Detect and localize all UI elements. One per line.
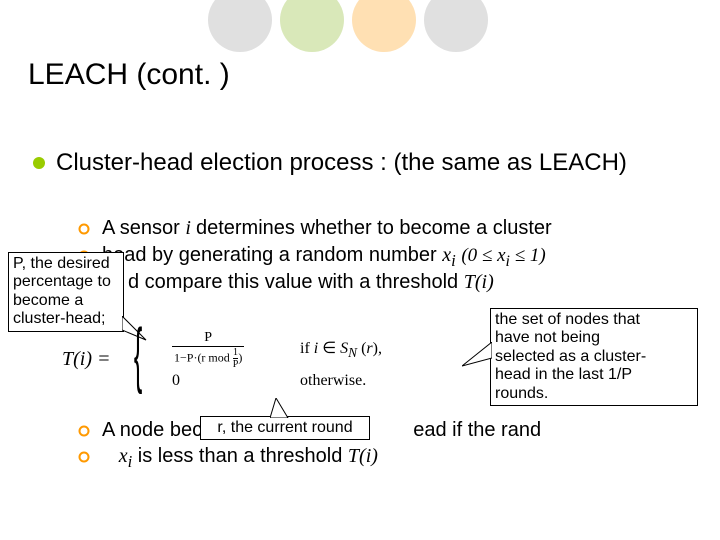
text-seg: ead if the rand: [413, 419, 541, 441]
main-bullet-row: Cluster-head election process : (the sam…: [32, 148, 696, 178]
decor-circle: [208, 0, 272, 52]
text-seg: A node bec: [102, 419, 202, 441]
math-var-xi: xi: [119, 445, 133, 467]
formula-lhs: T(i) =: [62, 348, 111, 371]
sub-bullet-4: xi is less than a threshold T(i): [78, 444, 682, 473]
text-seg: is less than a threshold: [138, 445, 348, 467]
sub-bullet-2: head by generating a random number xi (0…: [78, 243, 682, 272]
formula-zero: 0: [172, 372, 180, 390]
decor-circle: [352, 0, 416, 52]
page-title: LEACH (cont. ): [28, 58, 230, 92]
math-var-ti: T(i): [348, 445, 378, 467]
text-seg: d compare this value with a threshold: [128, 271, 464, 293]
sub-text-3: d compare this value with a threshold T(…: [128, 270, 494, 295]
sub-bullet-3: A node bec xxxxxxxxxxxxxxxxxxxx ead if t…: [78, 418, 682, 443]
math-range: (0 ≤ xi ≤ 1): [461, 245, 545, 266]
formula-num: P: [172, 330, 244, 347]
callout-text: the set of nodes thathave not beingselec…: [495, 311, 646, 402]
text-seg: A sensor: [102, 217, 185, 239]
main-bullet-text: Cluster-head election process : (the sam…: [56, 148, 696, 178]
sub-text-1: A sensor i determines whether to become …: [102, 216, 682, 241]
bullet-open-icon: [78, 222, 90, 234]
callout-text: P, the desiredpercentage tobecome aclust…: [13, 255, 111, 327]
sub-text-bottom1: A node bec xxxxxxxxxxxxxxxxxxxx ead if t…: [102, 418, 682, 443]
sub-text-2: head by generating a random number xi (0…: [102, 243, 682, 272]
callout-set-nodes: the set of nodes thathave not beingselec…: [490, 308, 698, 406]
sub-text-bottom2: xi is less than a threshold T(i): [102, 444, 682, 473]
decor-circle: [280, 0, 344, 52]
text-seg: determines whether to become a cluster: [196, 217, 552, 239]
formula-fraction: P 1−P·(r mod 1P): [172, 330, 244, 370]
formula-cond1: if i ∈ SN (r),: [300, 338, 382, 361]
math-var-i: i: [185, 217, 196, 239]
formula-cond2: otherwise.: [300, 372, 366, 390]
callout-text: r, the current round: [217, 419, 352, 436]
text-seg: head by generating a random number: [102, 244, 442, 266]
callout-current-round: r, the current round: [200, 416, 370, 440]
callout-tail-icon: [270, 398, 294, 418]
bullet-open-icon: [78, 450, 90, 462]
formula-brace-icon: {: [134, 314, 142, 396]
math-var-xi: xi: [442, 244, 456, 266]
bullet-icon: [32, 156, 46, 170]
decor-circle: [424, 0, 488, 52]
callout-p-desired: P, the desiredpercentage tobecome aclust…: [8, 252, 124, 332]
math-var-ti: T(i): [464, 271, 494, 293]
callout-tail-icon: [462, 342, 492, 372]
sub-bullet-1: A sensor i determines whether to become …: [78, 216, 682, 241]
bullet-open-icon: [78, 424, 90, 436]
formula-den: 1−P·(r mod 1P): [172, 347, 244, 370]
formula-text: T(i) =: [62, 348, 111, 370]
